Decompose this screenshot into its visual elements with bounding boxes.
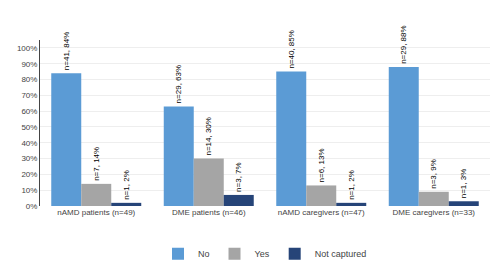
svg-text:30%: 30% — [21, 154, 37, 163]
svg-text:n=6, 13%: n=6, 13% — [317, 148, 326, 182]
svg-text:10%: 10% — [21, 186, 37, 195]
svg-text:n=1, 2%: n=1, 2% — [122, 170, 131, 200]
svg-text:n=14, 30%: n=14, 30% — [204, 117, 213, 155]
svg-text:n=41, 84%: n=41, 84% — [62, 32, 71, 70]
svg-text:90%: 90% — [21, 60, 37, 69]
svg-text:50%: 50% — [21, 123, 37, 132]
svg-text:n=29, 88%: n=29, 88% — [399, 25, 408, 63]
svg-text:nAMD patients (n=49): nAMD patients (n=49) — [57, 208, 135, 217]
svg-text:60%: 60% — [21, 107, 37, 116]
svg-text:40%: 40% — [21, 139, 37, 148]
svg-text:Not captured: Not captured — [315, 249, 367, 259]
svg-text:80%: 80% — [21, 75, 37, 84]
svg-text:nAMD caregivers (n=47): nAMD caregivers (n=47) — [278, 208, 365, 217]
svg-text:n=3, 9%: n=3, 9% — [429, 159, 438, 189]
svg-text:n=29, 63%: n=29, 63% — [174, 65, 183, 103]
svg-text:Yes: Yes — [255, 249, 270, 259]
svg-text:DME patients (n=46): DME patients (n=46) — [172, 208, 246, 217]
svg-text:0%: 0% — [26, 202, 38, 211]
svg-text:n=1, 2%: n=1, 2% — [347, 170, 356, 200]
svg-text:No: No — [198, 249, 210, 259]
svg-text:70%: 70% — [21, 91, 37, 100]
svg-text:DME caregivers (n=33): DME caregivers (n=33) — [393, 208, 476, 217]
svg-text:n=40, 85%: n=40, 85% — [287, 30, 296, 68]
svg-text:100%: 100% — [17, 44, 37, 53]
svg-text:n=3, 7%: n=3, 7% — [234, 162, 243, 192]
svg-text:20%: 20% — [21, 170, 37, 179]
svg-text:n=1, 3%: n=1, 3% — [459, 169, 468, 199]
svg-text:n=7, 14%: n=7, 14% — [92, 147, 101, 181]
